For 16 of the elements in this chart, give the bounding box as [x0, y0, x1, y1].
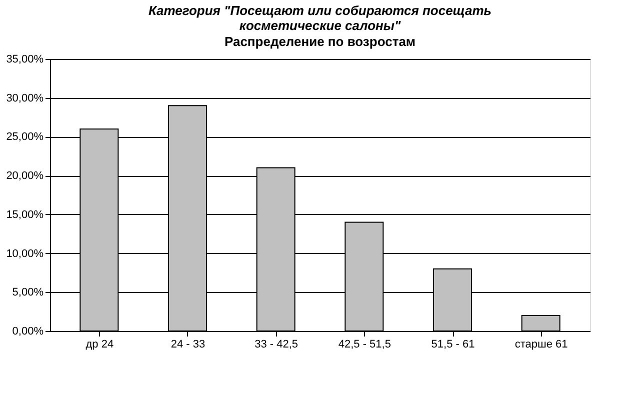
y-tick-label: 0,00% [12, 326, 44, 338]
y-tick-label: 35,00% [6, 54, 44, 66]
x-tick-label: 24 - 33 [170, 338, 206, 350]
chart-subtitle: Распределение по возростам [224, 34, 416, 49]
y-tick-label: 20,00% [6, 170, 44, 182]
x-tick-label: 33 - 42,5 [254, 338, 298, 350]
x-tick-label: 42,5 - 51,5 [338, 338, 391, 350]
y-tick-label: 5,00% [12, 286, 44, 299]
y-tick-label: 30,00% [6, 92, 44, 104]
x-tick-label: др 24 [86, 338, 114, 350]
y-tick-label: 15,00% [6, 208, 44, 221]
chart-title: Категория "Посещают или собираются посещать косметические салоны" [148, 3, 492, 33]
x-tick-label: 51,5 - 61 [431, 338, 475, 350]
y-tick-label: 25,00% [6, 131, 44, 144]
y-tick-label: 10,00% [6, 248, 44, 260]
x-tick-label: старше 61 [514, 338, 568, 350]
